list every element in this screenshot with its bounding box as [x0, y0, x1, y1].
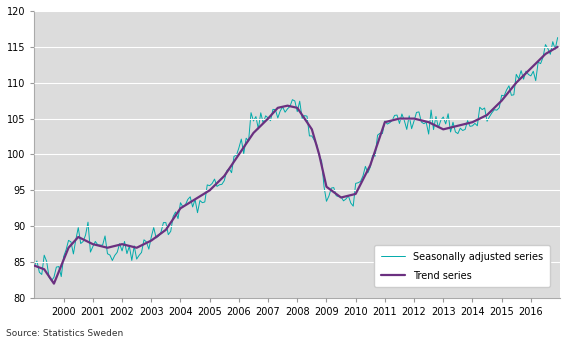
- Seasonally adjusted series: [31, 264, 38, 268]
- Trend series: [50, 282, 57, 286]
- Trend series: [150, 237, 157, 241]
- Trend series: [335, 194, 342, 198]
- Line: Seasonally adjusted series: Seasonally adjusted series: [35, 38, 557, 281]
- Seasonally adjusted series: [554, 35, 561, 40]
- Seasonally adjusted series: [335, 195, 342, 199]
- Trend series: [31, 264, 38, 268]
- Legend: Seasonally adjusted series, Trend series: Seasonally adjusted series, Trend series: [374, 245, 550, 287]
- Text: Source: Statistics Sweden: Source: Statistics Sweden: [6, 329, 123, 338]
- Trend series: [554, 45, 561, 49]
- Seasonally adjusted series: [150, 225, 157, 229]
- Seasonally adjusted series: [331, 186, 337, 190]
- Trend series: [435, 125, 442, 129]
- Trend series: [331, 190, 337, 194]
- Line: Trend series: Trend series: [35, 47, 557, 284]
- Trend series: [165, 224, 172, 228]
- Seasonally adjusted series: [165, 233, 172, 237]
- Seasonally adjusted series: [48, 279, 55, 283]
- Seasonally adjusted series: [435, 125, 442, 130]
- Trend series: [476, 117, 483, 121]
- Seasonally adjusted series: [476, 105, 483, 109]
